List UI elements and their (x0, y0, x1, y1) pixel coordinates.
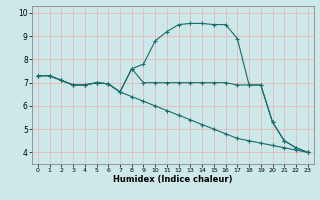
X-axis label: Humidex (Indice chaleur): Humidex (Indice chaleur) (113, 175, 233, 184)
